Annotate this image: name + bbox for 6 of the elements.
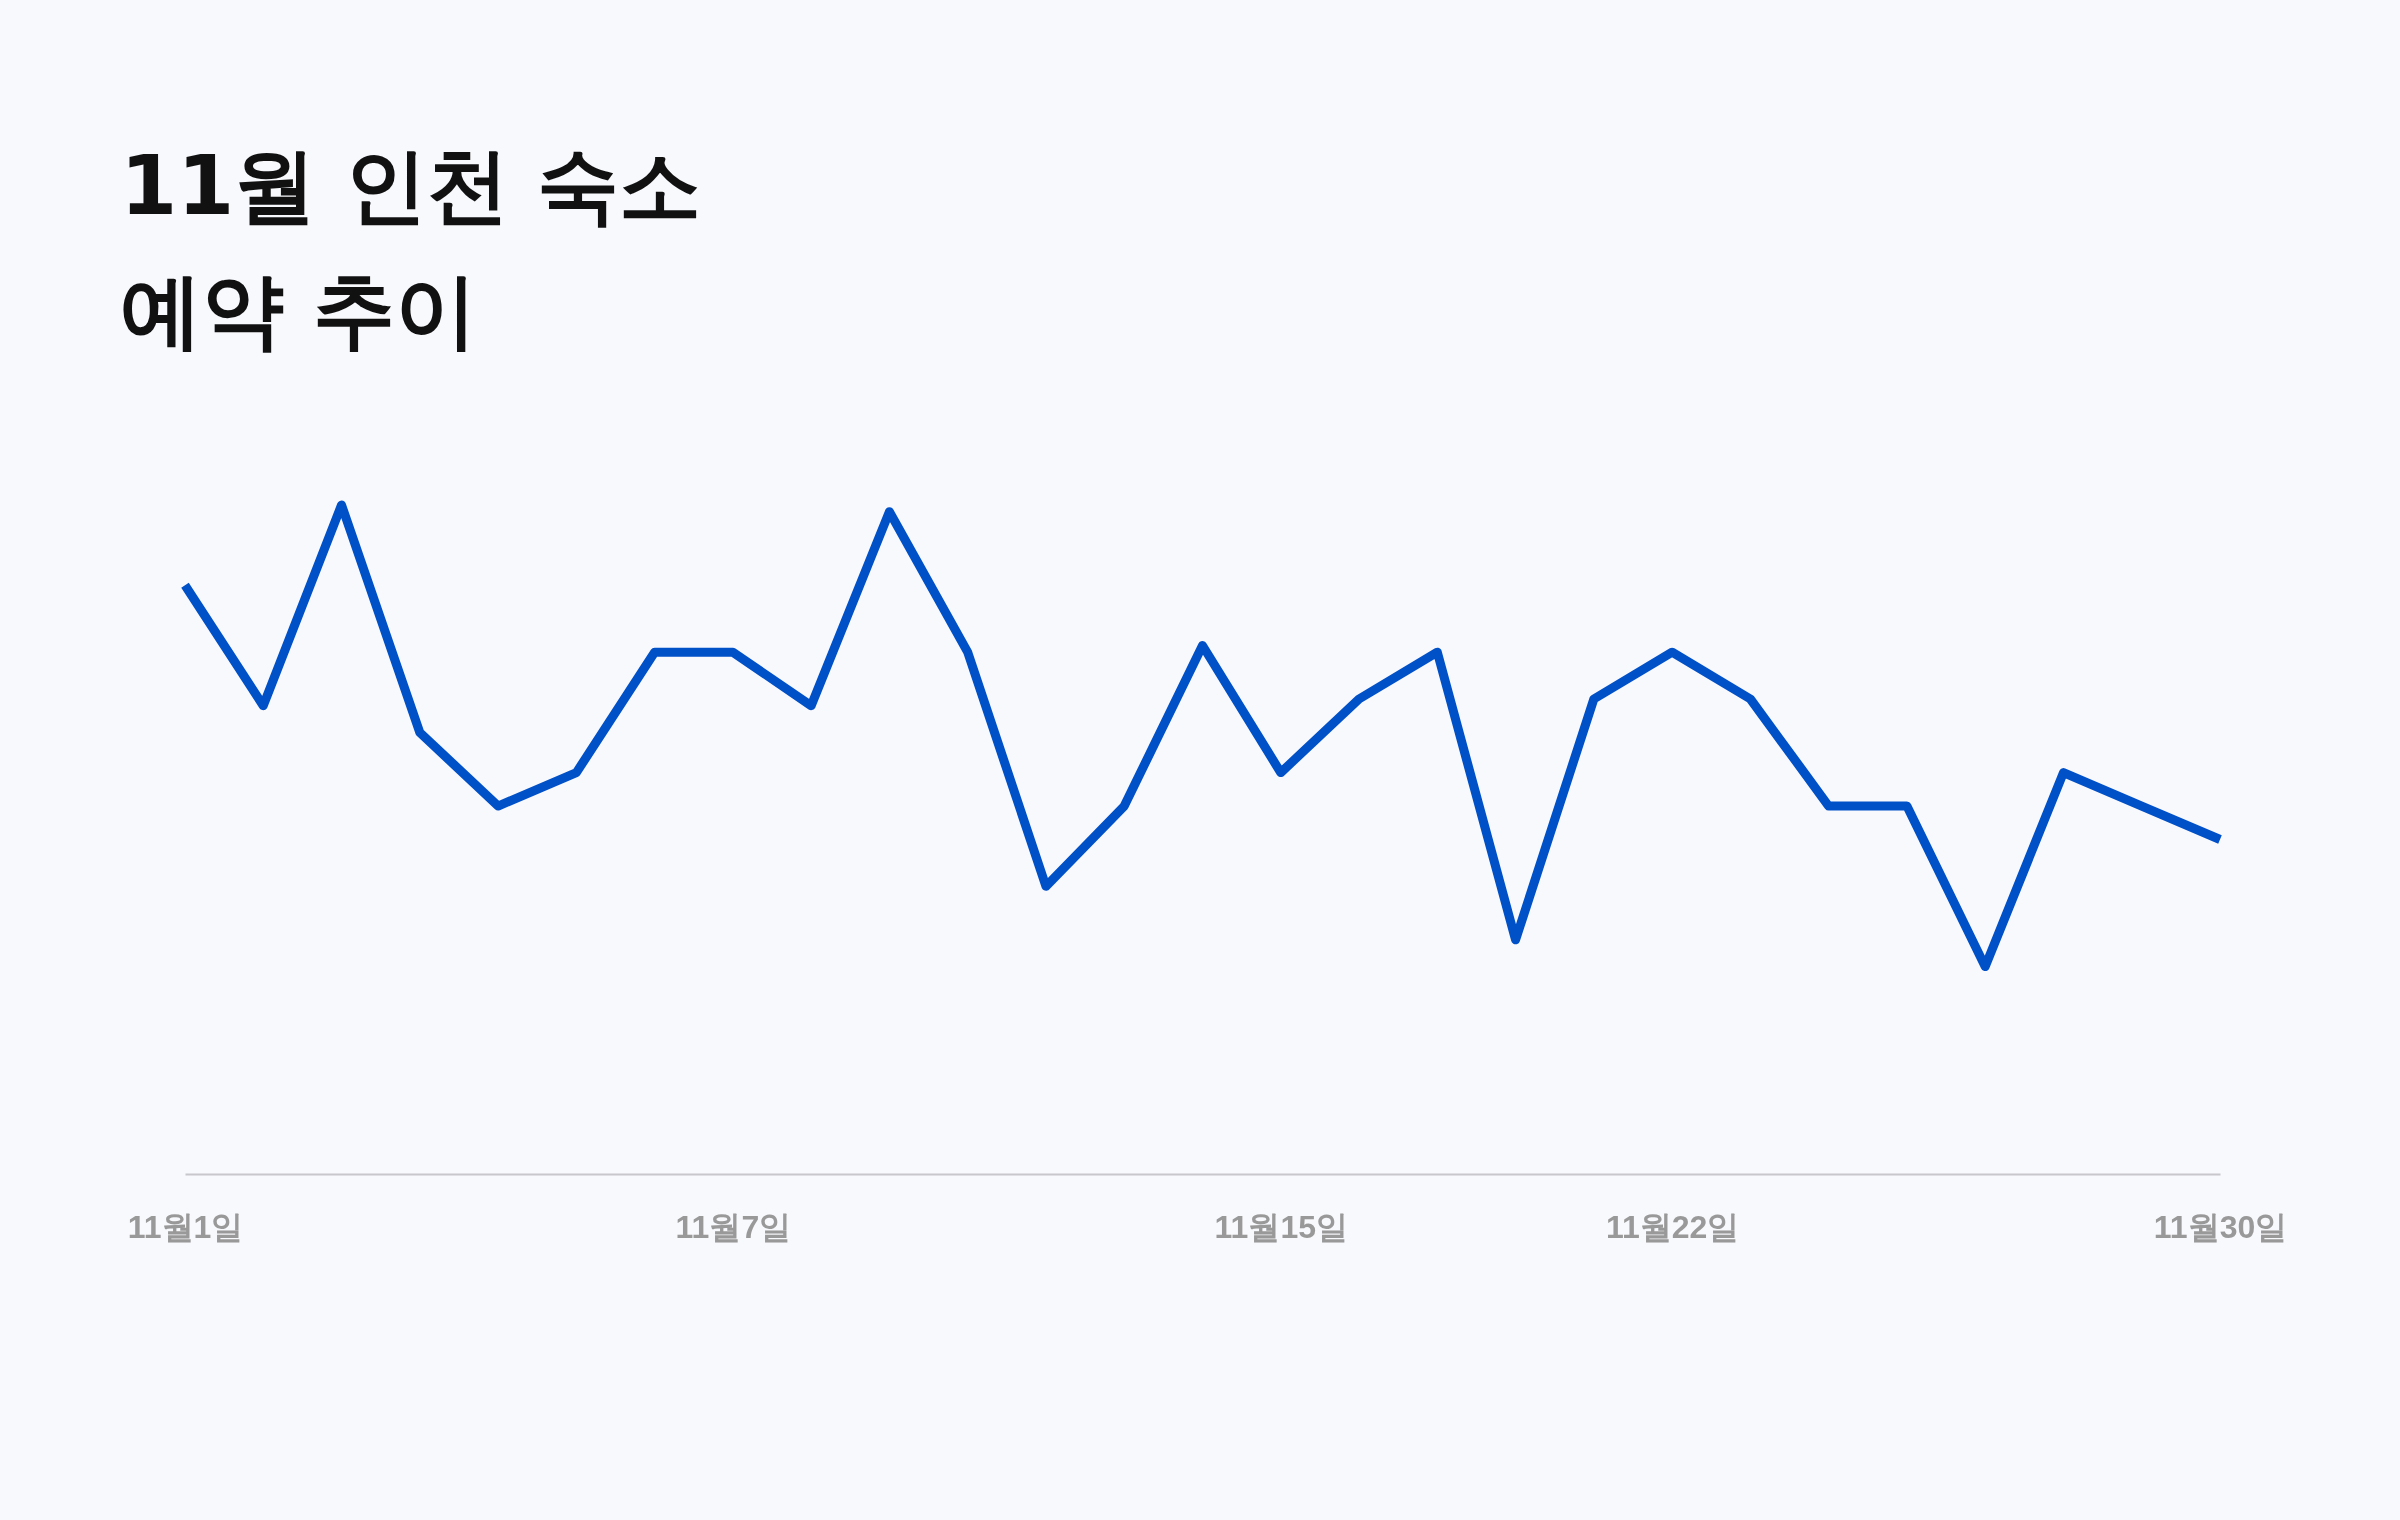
x-tick-label: 11월15일	[1214, 1208, 1348, 1245]
x-tick-label: 11월1일	[127, 1208, 244, 1245]
x-tick-label: 11월7일	[675, 1208, 792, 1245]
chart-title: 11월 인천 숙소 예약 추이	[120, 137, 702, 358]
x-tick-label: 11월30일	[2153, 1208, 2288, 1245]
x-tick-label: 11월22일	[1605, 1208, 1740, 1245]
